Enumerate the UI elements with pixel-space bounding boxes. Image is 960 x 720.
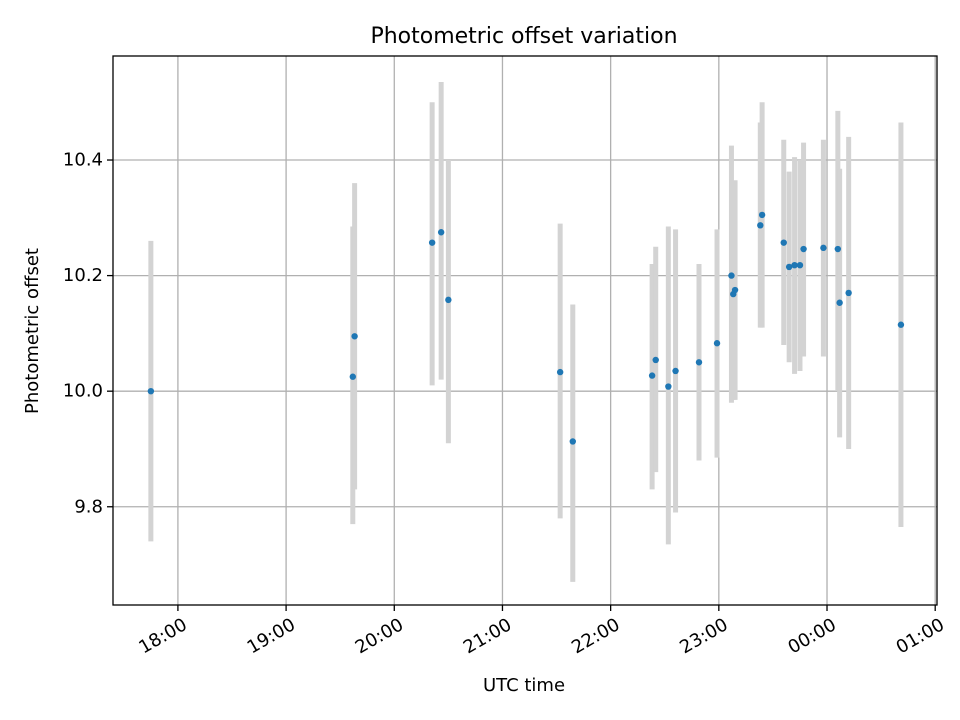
- x-tick-label: 18:00: [135, 614, 190, 658]
- data-point: [845, 289, 852, 297]
- x-tick-label: 20:00: [352, 614, 407, 658]
- y-tick-label: 9.8: [74, 496, 103, 517]
- data-point: [665, 383, 672, 390]
- data-point: [556, 368, 564, 376]
- x-axis-label: UTC time: [483, 675, 565, 696]
- data-point: [897, 321, 905, 328]
- x-tick-label: 19:00: [244, 614, 299, 658]
- data-point: [428, 239, 436, 246]
- data-point: [780, 239, 787, 246]
- x-tick-label: 00:00: [784, 614, 839, 658]
- grid-lines: [113, 56, 937, 605]
- x-axis-ticks: 18:00 19:00 20:00 21:00 22:00 23:00 00:00 01:00: [135, 605, 948, 658]
- data-point: [349, 373, 357, 380]
- y-tick-label: 10.2: [63, 265, 103, 286]
- x-tick-label: 22:00: [568, 614, 623, 658]
- y-axis-label: Photometric offset: [22, 248, 43, 414]
- plot-frame: [112, 55, 938, 606]
- x-tick-label: 21:00: [460, 614, 515, 658]
- data-point: [791, 261, 798, 269]
- data-point: [672, 367, 679, 375]
- data-point: [728, 272, 735, 279]
- data-points: [147, 211, 905, 445]
- data-point: [757, 222, 764, 229]
- data-point: [800, 245, 807, 253]
- chart-title: Photometric offset variation: [370, 24, 677, 49]
- data-point: [652, 356, 659, 364]
- data-point: [569, 438, 576, 445]
- x-tick-label: 23:00: [676, 614, 731, 658]
- data-point: [713, 340, 721, 347]
- data-point: [445, 296, 452, 304]
- data-point: [437, 229, 445, 236]
- y-tick-label: 10.4: [63, 150, 103, 171]
- x-tick-label: 01:00: [893, 614, 948, 658]
- data-point: [834, 245, 842, 253]
- data-point: [785, 263, 793, 271]
- data-point: [820, 244, 827, 252]
- data-point: [836, 299, 843, 306]
- data-point: [147, 387, 155, 395]
- data-point: [695, 359, 703, 366]
- data-point: [648, 372, 656, 379]
- data-point: [351, 333, 358, 340]
- y-tick-label: 10.0: [63, 381, 103, 402]
- data-point: [796, 261, 804, 269]
- data-point: [731, 286, 739, 294]
- data-point: [758, 211, 766, 219]
- y-axis-ticks: 9.8 10.0 10.2 10.4: [63, 150, 113, 517]
